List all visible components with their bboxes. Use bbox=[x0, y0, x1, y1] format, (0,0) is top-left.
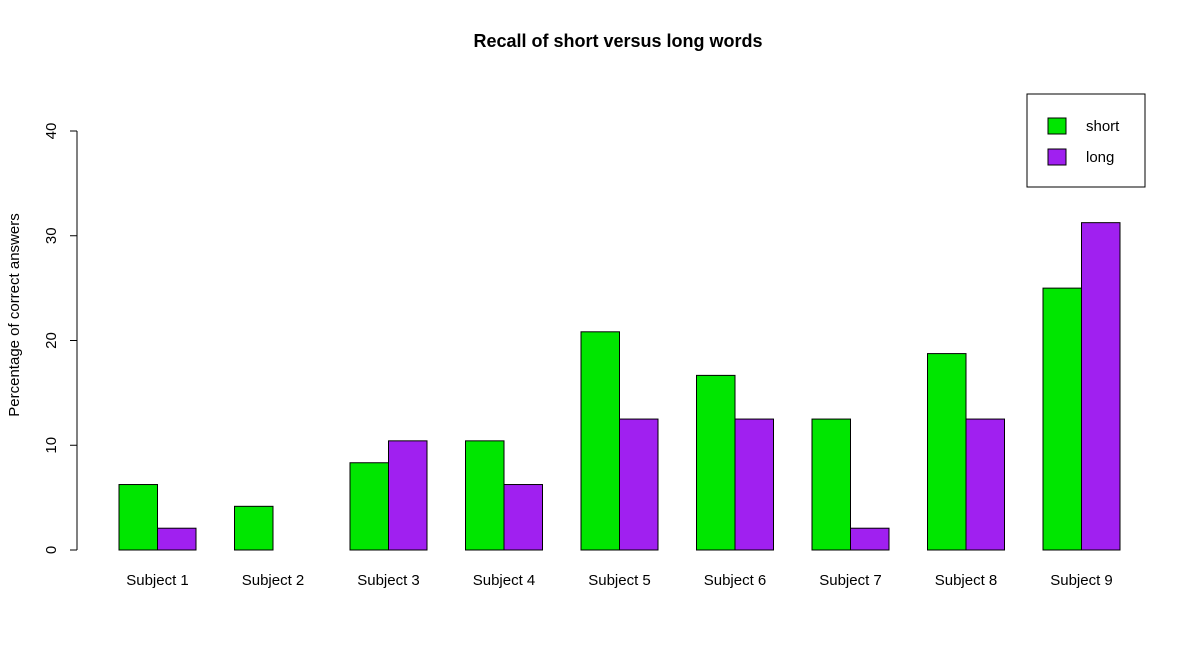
x-axis-labels: Subject 1 Subject 2 Subject 3 Subject 4 Subj… bbox=[126, 572, 1113, 589]
x-tick-label: Subject 6 bbox=[704, 572, 767, 589]
bar-long-7 bbox=[850, 527, 890, 551]
x-tick-label: Subject 1 bbox=[126, 572, 189, 589]
x-tick-label: Subject 4 bbox=[473, 572, 536, 589]
bar-short-3 bbox=[349, 462, 389, 551]
bars-group bbox=[118, 222, 1121, 551]
bar-short-9 bbox=[1042, 287, 1082, 551]
legend-label-long: long bbox=[1086, 149, 1114, 166]
y-tick-label: 30 bbox=[43, 227, 60, 244]
x-tick-label: Subject 9 bbox=[1050, 572, 1113, 589]
bar-short-5 bbox=[580, 331, 620, 551]
bar-long-4 bbox=[503, 484, 543, 551]
bar-short-7 bbox=[811, 418, 851, 551]
bar-long-1 bbox=[157, 527, 197, 551]
bar-long-3 bbox=[388, 440, 428, 551]
y-tick-label: 10 bbox=[43, 437, 60, 454]
legend-box bbox=[1026, 93, 1146, 188]
y-axis-label: Percentage of correct answers bbox=[6, 213, 23, 416]
bar-short-1 bbox=[118, 484, 158, 551]
bar-long-9 bbox=[1081, 222, 1121, 551]
bar-long-6 bbox=[734, 418, 774, 551]
bar-long-8 bbox=[965, 418, 1005, 551]
y-tick-label: 20 bbox=[43, 332, 60, 349]
bar-long-5 bbox=[619, 418, 659, 551]
bar-short-6 bbox=[696, 374, 736, 551]
y-tick-label: 0 bbox=[43, 546, 60, 554]
legend-label-short: short bbox=[1086, 118, 1120, 135]
legend-swatch-long bbox=[1047, 148, 1067, 166]
x-tick-label: Subject 3 bbox=[357, 572, 420, 589]
bar-short-8 bbox=[927, 353, 967, 551]
y-axis: 0 10 20 30 40 bbox=[43, 123, 78, 554]
x-tick-label: Subject 8 bbox=[935, 572, 998, 589]
x-tick-label: Subject 7 bbox=[819, 572, 882, 589]
y-tick-label: 40 bbox=[43, 123, 60, 140]
bar-short-4 bbox=[465, 440, 505, 551]
x-tick-label: Subject 5 bbox=[588, 572, 651, 589]
bar-short-2 bbox=[234, 505, 274, 551]
chart-title: Recall of short versus long words bbox=[473, 31, 762, 51]
legend-swatch-short bbox=[1047, 117, 1067, 135]
x-tick-label: Subject 2 bbox=[242, 572, 305, 589]
legend: short long bbox=[1026, 93, 1146, 188]
